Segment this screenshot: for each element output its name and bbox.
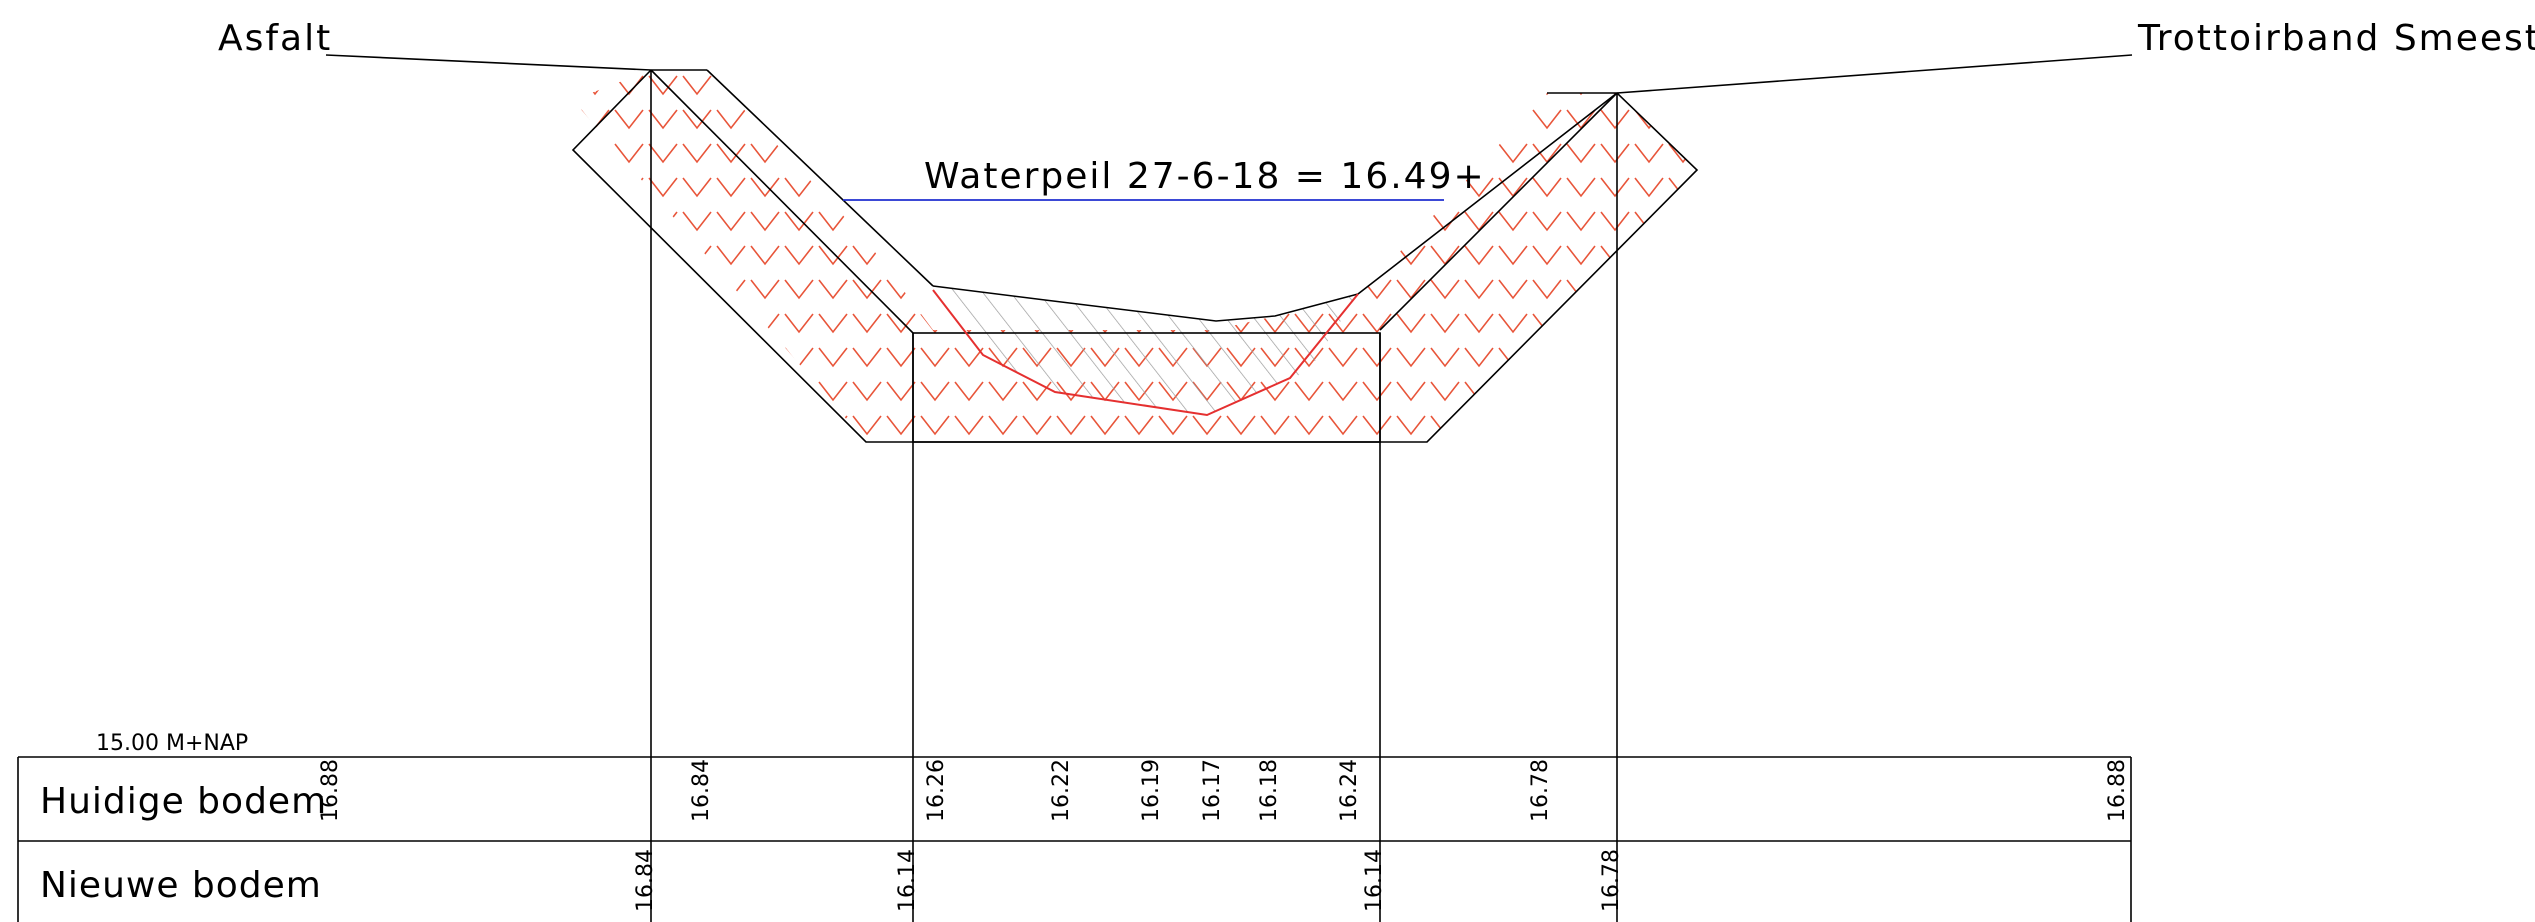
- trottoirband-leader: [1616, 54, 2133, 94]
- value-cell: 16.84: [633, 849, 658, 912]
- value-cell: 16.14: [895, 849, 920, 912]
- trottoirband-label: Trottoirband Smeestraat: [2137, 18, 2535, 59]
- value-cell: 16.14: [1362, 849, 1387, 912]
- asfalt-label: Asfalt: [218, 18, 332, 59]
- value-cell: 16.78: [1528, 759, 1553, 822]
- reference-level-label: 15.00 M+NAP: [96, 731, 248, 756]
- value-cell: 16.18: [1257, 759, 1282, 822]
- value-cell: 16.26: [924, 759, 949, 822]
- value-cell: 16.88: [2105, 759, 2130, 822]
- current-bottom-profile: [932, 289, 1359, 417]
- value-cell: 16.19: [1139, 759, 1164, 822]
- water-level-label: Waterpeil 27-6-18 = 16.49+: [924, 156, 1486, 197]
- silt-layer: [932, 285, 1359, 415]
- row-label-huidige-bodem: Huidige bodem: [40, 781, 327, 822]
- value-cell: 16.17: [1200, 759, 1225, 822]
- value-cell: 16.78: [1599, 849, 1624, 912]
- huidige-bodem-values: 16.88 16.84 16.26 16.22 16.19 16.17 16.1…: [318, 759, 2130, 822]
- value-cell: 16.84: [689, 759, 714, 822]
- asfalt-leader: [325, 54, 652, 71]
- row-label-nieuwe-bodem: Nieuwe bodem: [40, 865, 322, 906]
- value-cell: 16.22: [1049, 759, 1074, 822]
- level-table: [17, 756, 2132, 922]
- nieuwe-bodem-values: 16.84 16.14 16.14 16.78: [633, 849, 1624, 912]
- embankment-fill: [573, 70, 1697, 442]
- value-cell: 16.88: [318, 759, 343, 822]
- value-cell: 16.24: [1337, 759, 1362, 822]
- vertical-guides: [650, 70, 1618, 922]
